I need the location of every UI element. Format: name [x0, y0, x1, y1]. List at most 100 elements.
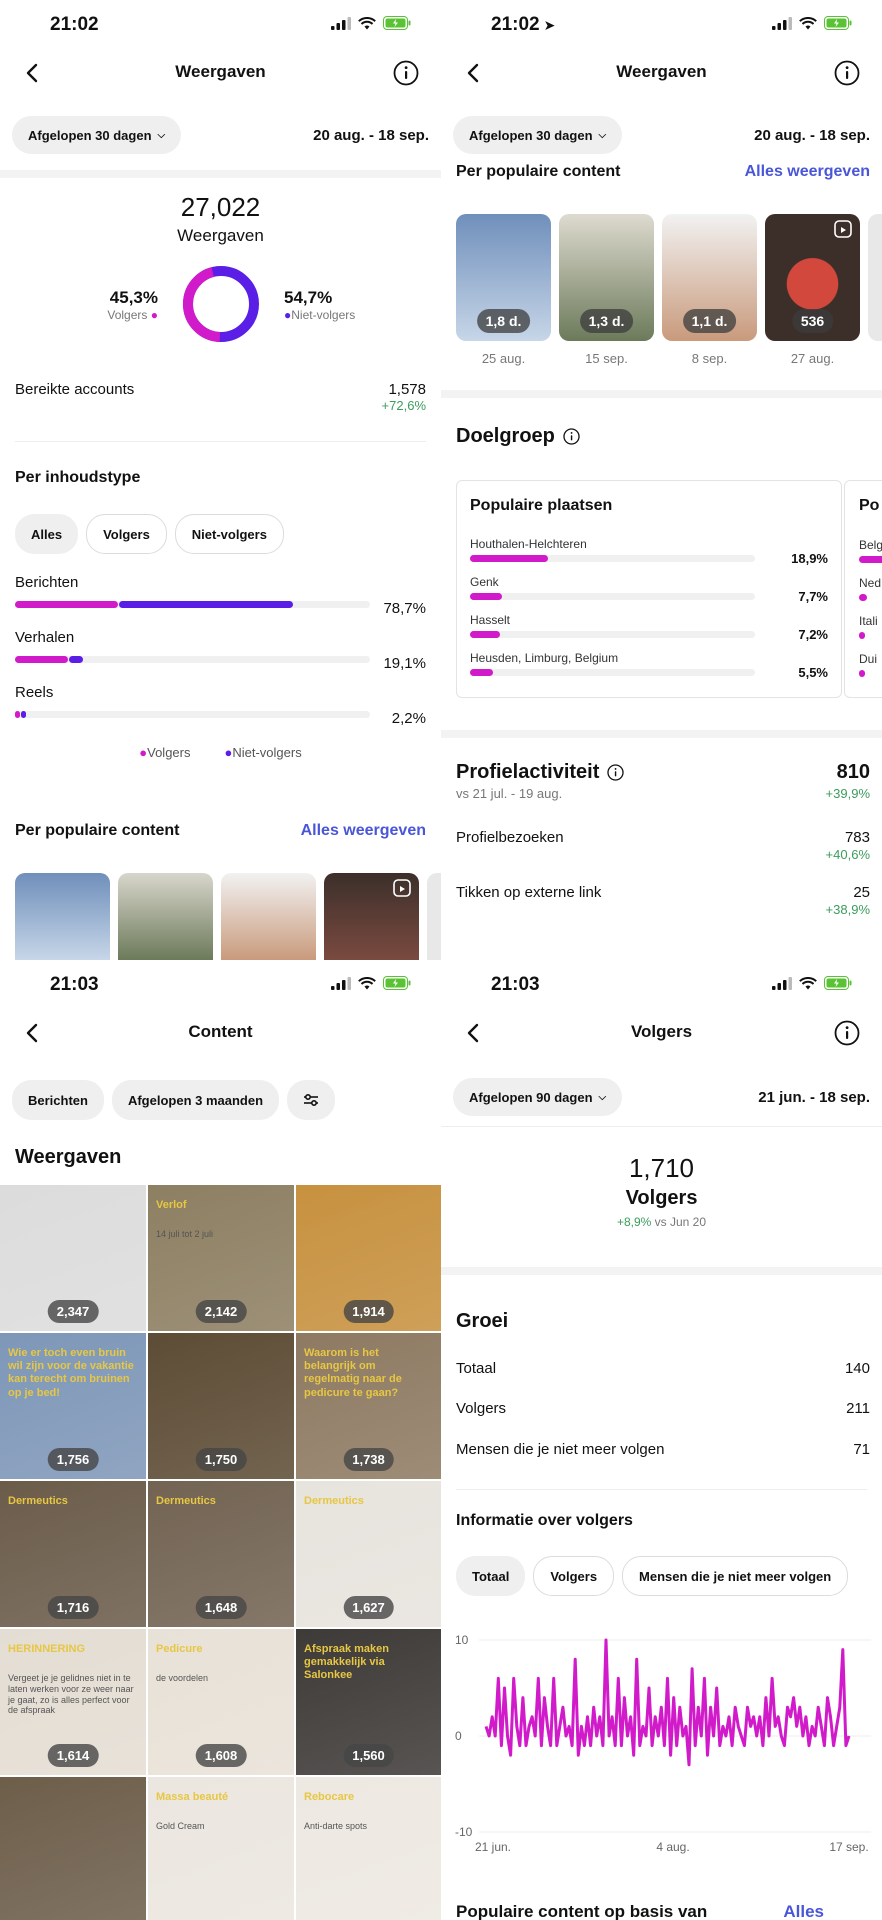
nonfollowers-label: Niet-volgers	[291, 308, 356, 322]
back-arrow-icon[interactable]	[20, 60, 46, 86]
content-thumbnail[interactable]: Verlof 14 juli tot 2 juli 2,142	[148, 1185, 294, 1331]
followers-label: Volgers	[107, 308, 148, 322]
popular-thumb[interactable]	[118, 873, 213, 960]
thumb-badge: 1,1 d.	[682, 309, 737, 333]
place-bar	[470, 593, 755, 600]
audience-title: Doelgroep	[456, 425, 555, 447]
thumb-badge: 1,3 d.	[579, 309, 634, 333]
filter-settings-button[interactable]	[287, 1080, 336, 1120]
tab-nonfollowers[interactable]: Niet-volgers	[174, 514, 284, 554]
info-icon[interactable]	[834, 60, 860, 86]
content-thumbnail[interactable]: Waarom is het belangrijk om regelmatig n…	[296, 1333, 441, 1479]
popular-thumb[interactable]	[15, 873, 110, 960]
nonfollowers-bar-segment	[21, 711, 26, 718]
place-pct: 5,5%	[798, 665, 828, 680]
tab-followers[interactable]: Volgers	[533, 1556, 615, 1596]
content-thumbnail[interactable]: 2,347	[0, 1185, 146, 1331]
thumb-date: 8 sep.	[691, 351, 728, 366]
see-all-link[interactable]: Alles weergeven	[744, 163, 870, 180]
tab-unfollows[interactable]: Mensen die je niet meer volgen	[622, 1556, 849, 1596]
back-arrow-icon[interactable]	[461, 60, 487, 86]
divider	[441, 1267, 882, 1275]
nav-bar: Volgers	[441, 1012, 882, 1056]
info-icon[interactable]	[834, 1020, 860, 1046]
nonfollowers-share: 54,7% ●Niet-volgers	[284, 288, 355, 322]
period-dropdown[interactable]: Afgelopen 30 dagen ⌵	[12, 116, 182, 154]
see-all-link[interactable]: Alles weergeven	[300, 822, 426, 839]
content-thumbnail[interactable]: 1,750	[148, 1333, 294, 1479]
thumbnail-caption: Waarom is het belangrijk om regelmatig n…	[304, 1347, 402, 1399]
content-type-pct: 78,7%	[383, 600, 426, 617]
content-thumbnail[interactable]: Pedicure de voordelen 1,608	[148, 1629, 294, 1775]
popular-thumb[interactable]	[324, 873, 419, 960]
info-icon[interactable]	[563, 428, 580, 445]
wifi-icon	[358, 976, 376, 989]
content-thumbnail[interactable]: 1,914	[296, 1185, 441, 1331]
thumbnail-subcaption: de voordelen	[156, 1673, 209, 1683]
nav-bar: Weergaven	[441, 52, 882, 96]
info-icon[interactable]	[607, 764, 625, 781]
popular-thumb[interactable]: 1,3 d.	[559, 214, 654, 341]
back-arrow-icon[interactable]	[461, 1020, 487, 1046]
content-thumbnail[interactable]	[0, 1777, 146, 1920]
divider	[441, 1126, 882, 1127]
thumb-date: 27 aug.	[790, 351, 835, 366]
view-count-badge: 2,142	[195, 1300, 247, 1323]
popular-thumb[interactable]: 536	[765, 214, 860, 341]
link-taps-value: 25	[853, 884, 870, 901]
content-thumbnail[interactable]: Dermeutics 1,627	[296, 1481, 441, 1627]
popular-thumb[interactable]: 1,1 d.	[662, 214, 757, 341]
info-icon[interactable]	[393, 60, 419, 86]
period-dropdown[interactable]: Afgelopen 90 dagen ⌵	[453, 1078, 623, 1116]
see-all-link[interactable]: Alles	[783, 1902, 824, 1920]
type-filter[interactable]: Berichten	[12, 1080, 104, 1120]
followers-dot: ●	[150, 308, 158, 322]
content-thumbnail[interactable]: Dermeutics 1,716	[0, 1481, 146, 1627]
followers-share: 45,3% Volgers ●	[102, 288, 158, 322]
country-bar	[859, 556, 882, 563]
content-thumbnail[interactable]: Rebocare Anti-darte spots	[296, 1777, 441, 1920]
thumbnail-subcaption: Anti-darte spots	[304, 1821, 368, 1831]
date-range: 20 aug. - 18 sep.	[313, 126, 429, 144]
followers-bar-segment	[15, 711, 20, 718]
filter-bar: Afgelopen 30 dagen ⌵ 20 aug. - 18 sep.	[453, 116, 870, 154]
views-total-label: Weergaven	[177, 226, 264, 245]
content-type-title: Per inhoudstype	[15, 469, 141, 486]
y-tick-label: -10	[455, 1825, 473, 1839]
content-thumbnail[interactable]: Wie er toch even bruin wil zijn voor de …	[0, 1333, 146, 1479]
page-title: Content	[188, 1022, 253, 1041]
content-type-bar	[15, 601, 370, 608]
followers-change: +8,9% vs Jun 20	[616, 1215, 707, 1229]
tab-all[interactable]: Alles	[15, 514, 79, 554]
place-name: Genk	[470, 575, 499, 589]
content-thumbnail[interactable]: Dermeutics 1,648	[148, 1481, 294, 1627]
views-screen: 21:02 Weergaven Afgelopen 30 dagen ⌵ 20 a…	[0, 0, 441, 960]
view-count-badge: 1,627	[343, 1596, 394, 1619]
growth-followers-value: 211	[846, 1400, 870, 1417]
x-tick-label: 21 jun.	[475, 1840, 511, 1854]
status-time: 21:03	[491, 974, 540, 995]
period-dropdown[interactable]: Afgelopen 30 dagen ⌵	[453, 116, 623, 154]
tab-total[interactable]: Totaal	[456, 1556, 526, 1596]
content-thumbnail[interactable]: HERINNERING Vergeet je je gelidnes niet i…	[0, 1629, 146, 1775]
status-bar: 21:03	[0, 960, 441, 1012]
place-name: Hasselt	[470, 613, 511, 627]
view-count-badge: 1,738	[343, 1448, 394, 1471]
bar-legend: ●Volgers ●Niet-volgers	[0, 745, 441, 760]
popular-thumb[interactable]	[427, 873, 441, 960]
place-bar-fill	[470, 669, 493, 676]
period-filter[interactable]: Afgelopen 3 maanden	[111, 1080, 280, 1120]
tab-followers[interactable]: Volgers	[86, 514, 167, 554]
popular-thumb[interactable]	[221, 873, 316, 960]
filter-bar: Afgelopen 30 dagen ⌵ 20 aug. - 18 sep.	[12, 116, 429, 154]
content-thumbnail[interactable]: Massa beauté Gold Cream	[148, 1777, 294, 1920]
thumbnail-caption: HERINNERING	[8, 1643, 86, 1655]
content-thumbnail[interactable]: Afspraak maken gemakkelijk via Salonkee 1…	[296, 1629, 441, 1775]
popular-places-card: Populaire plaatsen Houthalen-Helchteren 1…	[456, 480, 842, 698]
popular-thumb[interactable]: 1,8 d.	[456, 214, 551, 341]
back-arrow-icon[interactable]	[20, 1020, 46, 1046]
growth-total-label: Totaal	[456, 1360, 497, 1377]
place-name: Heusden, Limburg, Belgium	[470, 651, 619, 665]
popular-thumb[interactable]	[868, 214, 882, 341]
